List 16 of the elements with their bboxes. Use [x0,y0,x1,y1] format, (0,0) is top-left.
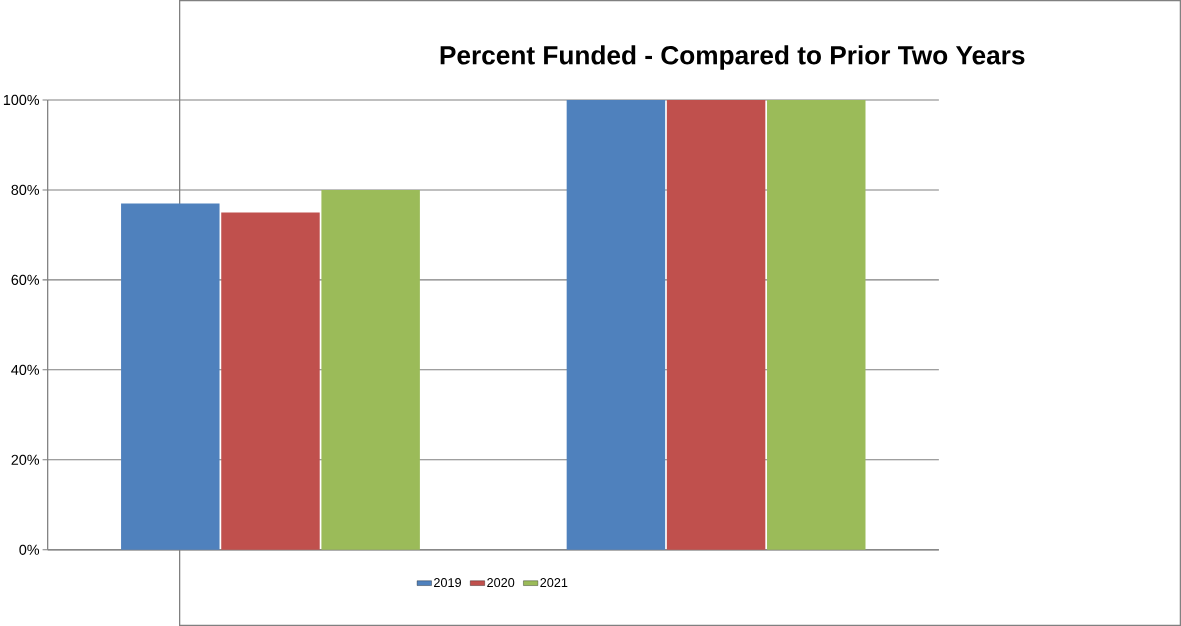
y-tick-label: 20% [11,454,40,465]
legend-label: 2021 [540,578,568,588]
bar [121,203,220,550]
bar [566,99,666,550]
y-tick-label: 0% [19,544,40,555]
bar [666,99,766,550]
bar [767,99,866,550]
legend-label: 2019 [434,578,461,588]
legend-label: 2020 [487,578,515,588]
y-tick-label: 80% [11,184,40,196]
y-tick-label: 40% [11,364,40,375]
bar [221,212,320,550]
y-tick-label: 60% [11,274,40,285]
bar [321,189,420,550]
y-tick-label: 100% [3,94,40,106]
chart-title: Percent Funded - Compared to Prior Two Years [440,45,1025,70]
